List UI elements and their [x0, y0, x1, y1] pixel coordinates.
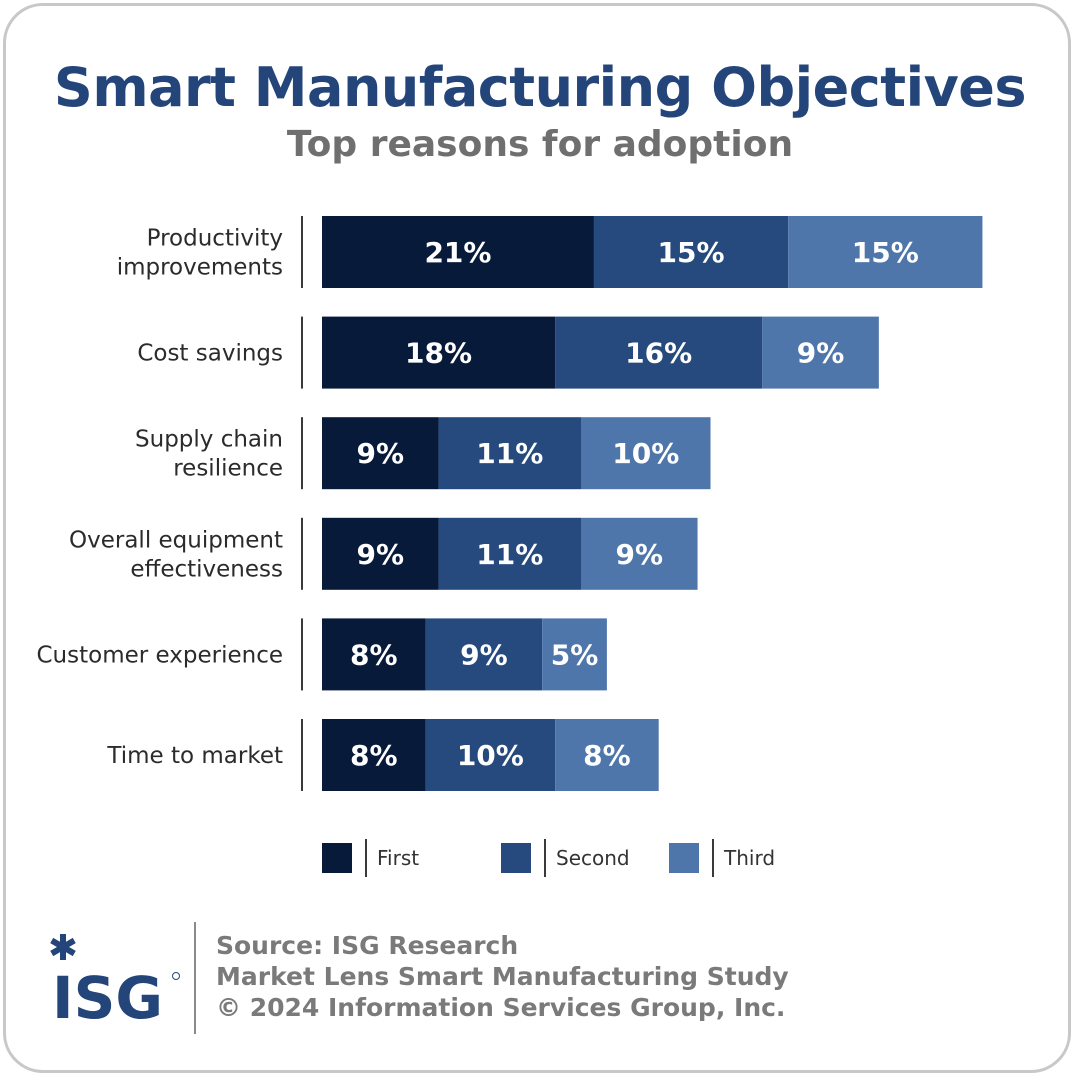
bar-segment-first — [322, 417, 439, 490]
legend-label: First — [377, 846, 419, 870]
bar-segment-third — [555, 719, 659, 791]
data-label: 15% — [852, 236, 919, 269]
legend-label: Second — [556, 846, 630, 870]
bar-segment-first — [322, 316, 556, 389]
category-label: Cost savings — [137, 341, 283, 367]
category-label: Productivity — [147, 226, 283, 252]
isg-logo: ISG — [50, 934, 180, 1030]
source-line-3: © 2024 Information Services Group, Inc. — [216, 993, 786, 1022]
bar-segment-third — [581, 517, 698, 590]
bar-segment-first — [322, 216, 594, 288]
data-label: 8% — [350, 638, 398, 671]
data-label: 9% — [460, 638, 508, 671]
bar-segment-first — [322, 618, 426, 691]
data-label: 10% — [612, 437, 679, 470]
data-label: 9% — [357, 538, 405, 571]
stacked-bar-chart: Productivity improvements 21% 15% 15% Cost sa… — [36, 216, 983, 877]
bar-segment-first — [322, 719, 426, 791]
legend-swatch-second — [501, 843, 531, 873]
source-line-2: Market Lens Smart Manufacturing Study — [216, 962, 789, 991]
bar-segment-second — [438, 517, 581, 590]
asterisk-icon — [50, 934, 76, 960]
bar-segment-second — [593, 216, 789, 288]
bar-segment-second — [425, 719, 556, 791]
chart-title: Smart Manufacturing Objectives — [53, 56, 1027, 119]
data-label: 8% — [350, 739, 398, 772]
source-line-1: Source: ISG Research — [216, 931, 519, 960]
data-label: 10% — [457, 739, 524, 772]
logo-wordmark: ISG — [52, 964, 163, 1030]
data-label: 18% — [405, 337, 472, 370]
footer-divider — [194, 922, 196, 1034]
bar-segment-third — [542, 618, 607, 691]
category-label: Supply chain — [135, 427, 283, 453]
legend-label: Third — [723, 846, 775, 870]
bar-segment-second — [425, 618, 543, 691]
chart-subtitle: Top reasons for adoption — [286, 124, 794, 165]
data-label: 9% — [797, 337, 845, 370]
data-label: 9% — [357, 437, 405, 470]
legend-swatch-third — [669, 843, 699, 873]
category-label: Time to market — [106, 743, 283, 769]
data-label: 16% — [625, 337, 692, 370]
data-label: 15% — [658, 236, 725, 269]
bar-segment-third — [762, 316, 879, 389]
category-label: improvements — [117, 255, 283, 281]
category-label: resilience — [173, 456, 283, 482]
legend-swatch-first — [322, 843, 352, 873]
category-label: effectiveness — [130, 556, 283, 582]
data-label: 11% — [476, 437, 543, 470]
bar-segment-third — [788, 216, 983, 288]
data-label: 5% — [551, 638, 599, 671]
bar-segment-second — [555, 316, 763, 389]
data-label: 8% — [583, 739, 631, 772]
category-label: Overall equipment — [69, 527, 283, 553]
bar-segment-second — [438, 417, 581, 490]
bar-segment-first — [322, 517, 439, 590]
data-label: 9% — [616, 538, 664, 571]
category-label: Customer experience — [36, 642, 283, 668]
data-label: 21% — [424, 236, 491, 269]
bar-segment-third — [581, 417, 711, 490]
data-label: 11% — [476, 538, 543, 571]
